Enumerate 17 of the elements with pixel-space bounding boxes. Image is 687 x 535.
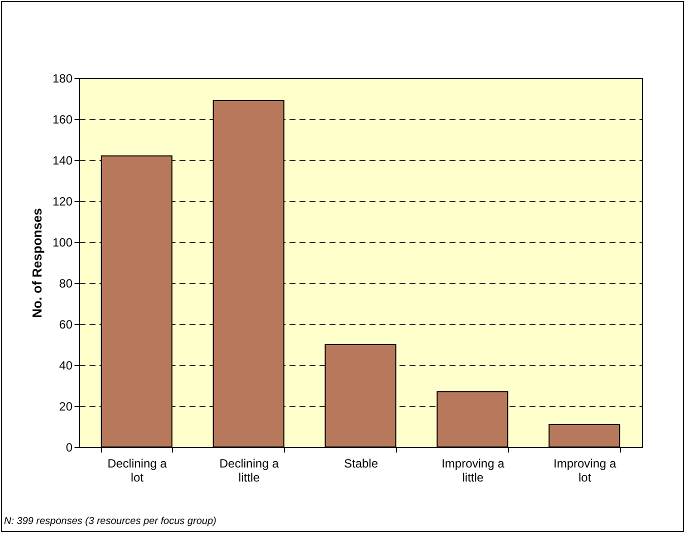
x-tick-label: Improving a little: [442, 456, 505, 484]
y-tick-label: 160: [52, 112, 73, 126]
x-tick-label: Improving a lot: [554, 456, 617, 484]
y-axis-title: No. of Responses: [29, 208, 44, 318]
x-tick-label: Stable: [344, 456, 378, 470]
y-tick-label: 180: [52, 72, 73, 86]
y-tick-label: 80: [59, 276, 73, 290]
y-tick-label: 120: [52, 194, 73, 208]
x-tick-label: Declining a lot: [107, 456, 168, 484]
y-tick-label: 60: [59, 318, 73, 332]
y-tick-label: 100: [52, 236, 73, 250]
x-tick-label: Declining a little: [219, 456, 280, 484]
y-tick-label: 140: [52, 154, 73, 168]
text: N: 399 responses (3 resources per focus group): [4, 516, 216, 527]
y-tick-label: 40: [59, 358, 73, 372]
y-tick-label: 0: [66, 440, 73, 454]
y-tick-label: 20: [59, 400, 73, 414]
